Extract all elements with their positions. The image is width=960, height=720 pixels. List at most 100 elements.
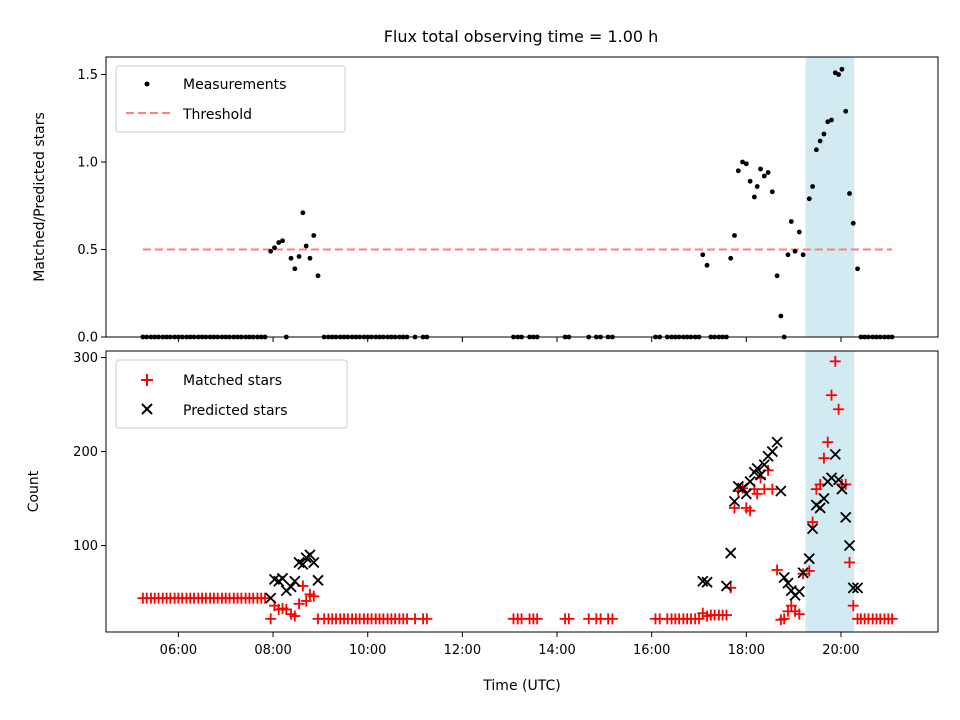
predicted-star-point xyxy=(720,580,733,592)
measurement-point xyxy=(268,248,274,254)
measurement-point xyxy=(311,233,317,238)
predicted-star-stroke xyxy=(265,592,277,604)
predicted-star-point xyxy=(725,547,737,559)
predicted-star-stroke xyxy=(754,469,767,481)
matched-star-point xyxy=(818,452,830,464)
predicted-star-point xyxy=(793,585,805,598)
predicted-star-stroke xyxy=(832,474,845,486)
predicted-star-point xyxy=(836,483,848,495)
measurement-point xyxy=(810,184,815,189)
predicted-star-stroke xyxy=(751,462,763,475)
measurement-point xyxy=(785,252,791,258)
xtick-label: 14:00 xyxy=(538,643,575,658)
predicted-star-point xyxy=(276,572,289,585)
matched-star-point xyxy=(265,613,277,625)
predicted-star-stroke xyxy=(797,567,809,579)
xtick-label: 10:00 xyxy=(349,643,386,658)
predicted-star-point xyxy=(814,502,826,514)
predicted-star-stroke xyxy=(293,556,305,569)
measurement-point xyxy=(806,196,812,202)
measurement-point xyxy=(735,168,741,174)
predicted-star-stroke xyxy=(803,553,815,565)
matched-star-point xyxy=(847,600,859,612)
predicted-star-stroke xyxy=(836,483,848,495)
predicted-star-point xyxy=(797,567,809,579)
predicted-star-point xyxy=(758,459,770,471)
matched-star-point xyxy=(771,564,783,576)
predicted-star-stroke xyxy=(775,485,787,497)
predicted-star-stroke xyxy=(814,502,826,514)
predicted-star-point xyxy=(803,553,815,565)
predicted-star-stroke xyxy=(766,445,778,458)
xtick-label: 06:00 xyxy=(160,643,197,658)
matched-star-point xyxy=(693,613,705,625)
measurement-point xyxy=(850,220,856,226)
predicted-star-stroke xyxy=(312,574,324,586)
top-ytick-label: 0.5 xyxy=(77,243,98,258)
xtick-label: 18:00 xyxy=(728,643,765,658)
top-legend: Measurements Threshold xyxy=(115,65,346,133)
measurement-point xyxy=(740,159,745,165)
measurement-point xyxy=(800,252,806,258)
predicted-star-point xyxy=(285,581,297,593)
predicted-star-point xyxy=(744,475,756,488)
top-x-ticks xyxy=(177,337,842,342)
predicted-star-stroke xyxy=(847,582,859,594)
predicted-star-stroke xyxy=(829,448,841,461)
measurement-point xyxy=(315,273,321,279)
matched-star-point xyxy=(308,590,320,602)
predicted-star-stroke xyxy=(825,472,838,484)
measurement-point xyxy=(747,178,753,184)
measurement-point xyxy=(307,255,313,261)
measurement-point xyxy=(758,166,763,172)
legend-predicted-label: Predicted stars xyxy=(183,403,288,419)
legend-threshold-label: Threshold xyxy=(182,107,252,123)
predicted-star-stroke xyxy=(851,582,864,594)
predicted-star-point xyxy=(766,445,778,458)
predicted-star-point xyxy=(775,485,787,497)
measurement-point xyxy=(743,161,749,167)
predicted-star-stroke xyxy=(728,495,741,508)
xtick-label: 20:00 xyxy=(822,643,859,658)
measurement-point xyxy=(761,173,767,179)
predicted-star-point xyxy=(740,488,752,500)
bottom-y-ticks: 100 200 300 xyxy=(73,351,106,554)
measurement-point xyxy=(817,138,823,144)
top-ytick-label: 0.0 xyxy=(77,331,98,346)
chart-title: Flux total observing time = 1.00 h xyxy=(384,27,659,46)
measurement-point xyxy=(288,255,294,261)
predicted-star-point xyxy=(832,474,845,486)
top-ytick-label: 1.5 xyxy=(77,68,98,83)
predicted-star-point xyxy=(843,539,856,552)
predicted-star-point xyxy=(840,511,852,523)
top-legend-box xyxy=(115,65,346,133)
matched-star-point xyxy=(293,598,305,610)
top-ytick-label: 1.0 xyxy=(77,156,98,171)
predicted-star-stroke xyxy=(268,573,281,586)
measurement-point xyxy=(280,238,285,244)
predicted-star-point xyxy=(697,575,709,587)
measurement-point xyxy=(751,194,757,200)
top-y-ticks: 0.0 0.5 1.0 1.5 xyxy=(77,68,106,346)
bottom-ytick-label: 100 xyxy=(73,539,98,554)
matched-star-point xyxy=(259,592,271,604)
top-y-axis-label: Matched/Predicted stars xyxy=(32,112,48,282)
matched-star-point xyxy=(829,355,841,367)
predicted-star-point xyxy=(778,571,790,584)
matched-star-point xyxy=(531,613,543,625)
predicted-star-stroke xyxy=(276,572,289,585)
predicted-star-stroke xyxy=(778,571,790,584)
matched-star-point xyxy=(563,613,575,625)
predicted-star-stroke xyxy=(701,576,713,588)
measurement-point xyxy=(778,313,784,319)
bottom-y-axis-label: Count xyxy=(26,470,42,512)
top-highlight-span xyxy=(805,57,855,337)
bottom-plot-frame xyxy=(105,350,939,633)
matched-star-point xyxy=(289,610,301,622)
matched-star-point xyxy=(833,403,845,415)
xtick-label: 16:00 xyxy=(633,643,670,658)
measurement-point xyxy=(732,233,737,238)
predicted-star-point xyxy=(825,472,838,484)
predicted-star-stroke xyxy=(806,522,819,535)
measurement-point xyxy=(813,147,819,153)
